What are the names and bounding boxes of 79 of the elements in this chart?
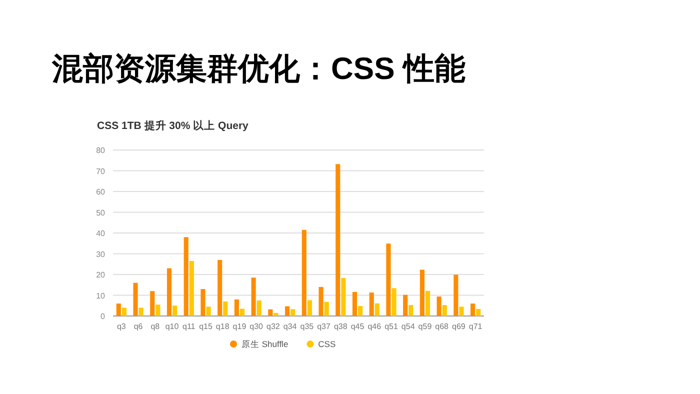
bar [369,292,374,316]
bar [206,306,211,316]
bar [138,308,144,316]
bar [189,261,194,316]
bar [403,294,408,316]
x-tick-label: q15 [199,322,213,331]
bar [425,290,430,316]
bar [156,304,160,316]
y-tick-label: 30 [96,250,106,259]
x-tick-label: q68 [435,322,450,331]
bar [122,308,126,316]
bar [166,268,172,316]
y-tick-label: 10 [96,291,106,300]
bar [352,292,358,316]
x-tick-label: q59 [418,322,432,331]
bar [251,278,256,316]
bar [476,308,481,316]
x-tick-label: q18 [216,322,230,331]
x-tick-label: q30 [250,322,264,331]
bar [307,300,312,316]
bar [442,305,447,316]
bar [436,296,442,316]
x-tick-label: q11 [182,322,196,331]
y-tick-label: 20 [96,270,106,280]
bar [392,288,396,316]
bar [150,291,155,316]
chart-title: 混部资源集群优化：CSS 性能 [51,51,466,86]
bar [336,164,340,316]
y-tick-label: 0 [100,312,106,321]
y-tick-label: 40 [96,229,106,238]
bar [302,230,306,316]
x-tick-label: q37 [317,322,332,331]
x-tick-label: q69 [452,322,466,331]
bar [341,278,346,316]
bar [459,306,464,316]
bar [274,312,278,316]
bar [218,260,222,316]
y-tick-label: 60 [96,188,106,196]
bar [256,300,262,316]
bar [285,306,290,316]
bar [318,286,324,316]
legend-label: CSS [318,339,336,349]
bar [223,301,228,316]
bar [358,306,363,316]
x-tick-label: q46 [368,322,382,331]
x-tick-label: q8 [150,322,160,331]
x-tick-label: q45 [350,322,365,331]
y-tick-label: 80 [96,146,106,155]
x-tick-label: q35 [300,322,314,331]
y-tick-label: 50 [96,208,106,218]
bar [290,309,296,316]
bar [268,309,273,316]
bar [408,305,414,316]
x-tick-label: q34 [283,322,298,331]
x-tick-label: q10 [165,322,180,331]
x-tick-label: q3 [116,322,126,331]
x-tick-label: q51 [384,322,398,331]
y-tick-label: 70 [96,166,106,176]
bar [470,304,476,316]
bar [133,282,138,316]
bar [420,270,424,316]
chart-subtitle: CSS 1TB 提升 30% 以上 Query [97,119,249,132]
x-tick-label: q19 [232,322,247,331]
legend-label: 原生 Shuffle [242,339,288,349]
bar [240,308,245,316]
bar [324,302,329,316]
x-tick-label: q6 [134,322,144,331]
bar [172,306,178,316]
bar [234,299,239,316]
bar [184,237,188,316]
x-tick-label: q32 [266,322,280,331]
x-tick-label: q38 [334,322,348,331]
bar [454,274,458,316]
x-tick-label: q71 [468,322,483,331]
x-tick-label: q54 [401,322,416,331]
bar [386,244,391,316]
bar [200,289,206,316]
bar [116,304,121,316]
bar [374,303,380,316]
